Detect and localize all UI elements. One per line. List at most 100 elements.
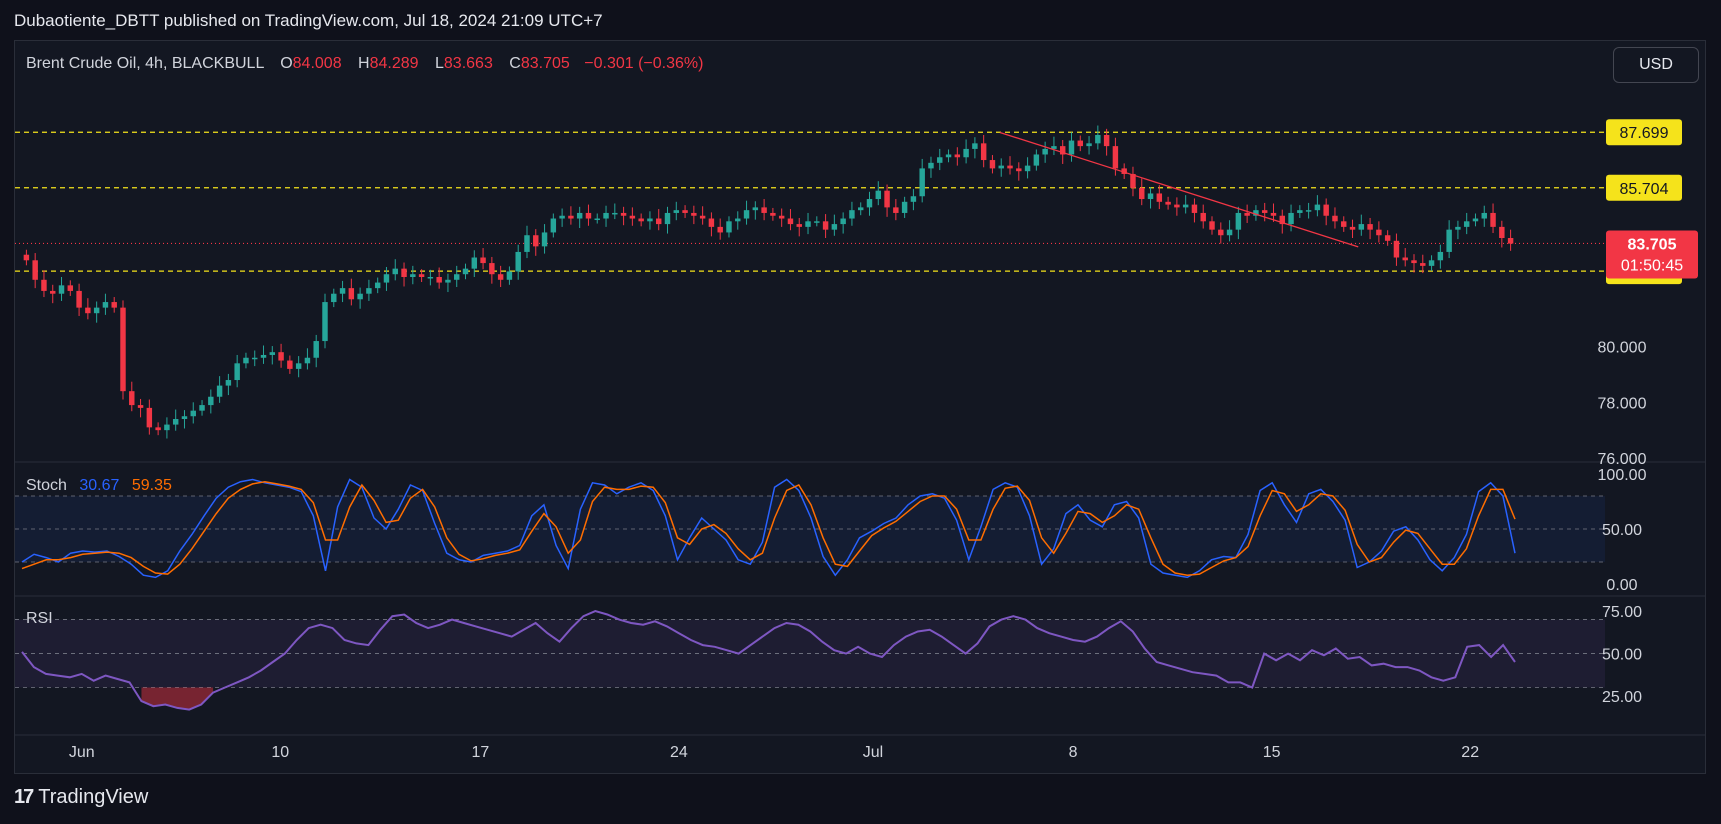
candle-body — [805, 221, 811, 227]
level-label: 85.704 — [1620, 181, 1669, 198]
candle-body — [550, 218, 557, 233]
candle-body — [1455, 226, 1461, 230]
candle-body — [392, 268, 398, 275]
candle-body — [225, 380, 232, 386]
candle-body — [1323, 204, 1329, 216]
candle-body — [1367, 224, 1373, 230]
candle-body — [1059, 146, 1066, 155]
change-value: −0.301 (−0.36%) — [584, 55, 704, 72]
time-axis-tick: 10 — [271, 744, 289, 761]
candle-body — [1016, 168, 1022, 172]
candle-body — [50, 290, 56, 294]
candle-body — [23, 254, 30, 261]
candle-body — [1042, 148, 1048, 155]
close-label: C — [509, 55, 521, 72]
candle-body — [506, 271, 513, 280]
candle-body — [190, 410, 196, 417]
candle-body — [383, 274, 390, 283]
candle-body — [1182, 204, 1189, 208]
time-axis-tick: 15 — [1263, 744, 1281, 761]
candle-body — [269, 352, 276, 355]
stoch-legend: Stoch 30.67 59.35 — [26, 477, 172, 495]
countdown-label: 01:50:45 — [1621, 257, 1683, 274]
candle-body — [884, 190, 890, 208]
candle-body — [67, 285, 74, 291]
candle-body — [146, 407, 153, 428]
candle-body — [252, 357, 258, 360]
candle-body — [410, 274, 416, 277]
candle-body — [102, 302, 109, 308]
tradingview-brand: TradingView — [38, 786, 149, 808]
candle-body — [278, 352, 284, 361]
candle-body — [989, 160, 996, 169]
candle-body — [664, 212, 671, 225]
candle-body — [1068, 140, 1075, 155]
tradingview-logo[interactable]: 17 TradingView — [14, 786, 148, 809]
candle-body — [58, 285, 65, 294]
candle-body — [840, 218, 846, 225]
low-label: L — [435, 55, 444, 72]
candle-body — [1086, 143, 1092, 147]
currency-button[interactable]: USD — [1613, 47, 1699, 83]
candle-body — [1270, 212, 1277, 216]
candle-body — [1402, 257, 1408, 261]
candle-body — [1007, 165, 1013, 169]
candle-body — [875, 190, 882, 200]
candle-body — [603, 212, 609, 219]
candle-body — [313, 341, 319, 358]
stoch-series-line — [21, 478, 1516, 579]
candle-body — [1139, 187, 1145, 200]
candle-body — [752, 207, 759, 211]
candle-body — [1112, 146, 1119, 169]
candle-body — [1481, 212, 1487, 219]
candle-body — [41, 279, 47, 291]
candle-body — [1297, 210, 1303, 213]
candle-body — [735, 218, 741, 222]
open-label: O — [280, 55, 293, 72]
candle-body — [673, 210, 680, 213]
rsi-line — [21, 610, 1516, 711]
candle-body — [796, 224, 802, 227]
candle-body — [339, 288, 346, 294]
candle-body — [928, 162, 934, 169]
candle-body — [1384, 235, 1391, 241]
rsi-oversold-fill — [141, 687, 214, 710]
candle-body — [1490, 212, 1496, 227]
candle-body — [1218, 229, 1224, 236]
candle-body — [945, 154, 952, 158]
candle-body — [1288, 212, 1294, 225]
candle-body — [515, 251, 521, 272]
publisher-line: Dubaotiente_DBTT published on TradingVie… — [14, 11, 603, 30]
candle-body — [708, 218, 715, 227]
open-value: 84.008 — [292, 55, 342, 72]
candle-body — [901, 201, 908, 213]
candle-body — [348, 288, 355, 300]
candle-body — [533, 235, 539, 247]
candle-body — [1077, 140, 1083, 147]
candle-body — [1428, 260, 1435, 266]
candle-body — [85, 307, 91, 314]
candle-body — [1051, 146, 1057, 149]
level-tag — [1606, 174, 1682, 201]
level-label: 87.699 — [1620, 125, 1669, 142]
level-tag — [1606, 119, 1682, 146]
candle-body — [612, 212, 618, 215]
candle-body — [1165, 201, 1171, 205]
candle-body — [787, 218, 794, 225]
candle-body — [497, 274, 504, 280]
candle-body — [1191, 204, 1198, 213]
ohlc-legend: Brent Crude Oil, 4h, BLACKBULL O84.008 H… — [26, 55, 703, 73]
candle-body — [1499, 226, 1505, 239]
candle-body — [568, 215, 574, 219]
low-value: 83.663 — [443, 55, 493, 72]
time-axis-tick: Jul — [863, 744, 883, 761]
candle-body — [322, 302, 328, 342]
candle-body — [726, 221, 732, 233]
stoch-axis-tick: 0.00 — [1606, 577, 1637, 594]
candle-body — [93, 307, 100, 314]
candle-body — [576, 212, 583, 219]
candle-body — [199, 405, 205, 411]
candle-body — [822, 221, 829, 230]
last-price-tag — [1606, 230, 1698, 279]
